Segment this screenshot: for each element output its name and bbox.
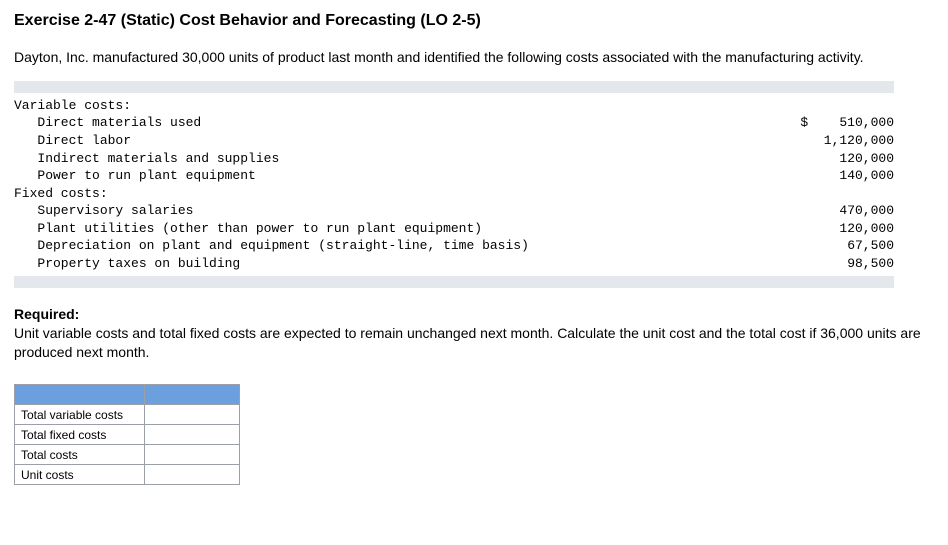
table-row: Unit costs <box>15 465 240 485</box>
answer-label: Total costs <box>15 445 145 465</box>
answer-input-cell[interactable] <box>145 465 240 485</box>
answer-label: Unit costs <box>15 465 145 485</box>
cost-value: 470,000 <box>754 202 894 220</box>
answer-header-row <box>15 385 240 405</box>
answer-corner-cell <box>15 385 145 405</box>
cost-value: 67,500 <box>754 237 894 255</box>
cost-label: Plant utilities (other than power to run… <box>14 220 482 238</box>
cost-row: Direct labor 1,120,000 <box>14 132 894 150</box>
variable-costs-header: Variable costs: <box>14 97 131 115</box>
cost-label: Direct materials used <box>14 114 201 132</box>
table-row: Total variable costs <box>15 405 240 425</box>
cost-value: 120,000 <box>754 220 894 238</box>
costs-listing: Variable costs: Direct materials used $ 5… <box>14 95 894 274</box>
cost-value: $ 510,000 <box>754 114 894 132</box>
cost-row: Depreciation on plant and equipment (str… <box>14 237 894 255</box>
cost-value: 140,000 <box>754 167 894 185</box>
answer-table: Total variable costsTotal fixed costsTot… <box>14 384 240 485</box>
cost-row: Property taxes on building 98,500 <box>14 255 894 273</box>
fixed-costs-header: Fixed costs: <box>14 185 108 203</box>
cost-value: 98,500 <box>754 255 894 273</box>
table-row: Total costs <box>15 445 240 465</box>
answer-label: Total fixed costs <box>15 425 145 445</box>
cost-label: Direct labor <box>14 132 131 150</box>
required-text: Unit variable costs and total fixed cost… <box>14 324 934 362</box>
costs-block: Variable costs: Direct materials used $ 5… <box>14 81 894 288</box>
cost-label: Power to run plant equipment <box>14 167 256 185</box>
bottom-bar <box>14 276 894 288</box>
cost-value: 1,120,000 <box>754 132 894 150</box>
answer-input-cell[interactable] <box>145 425 240 445</box>
cost-label: Property taxes on building <box>14 255 240 273</box>
cost-label: Depreciation on plant and equipment (str… <box>14 237 529 255</box>
cost-label: Supervisory salaries <box>14 202 193 220</box>
cost-value: 120,000 <box>754 150 894 168</box>
cost-row: Power to run plant equipment 140,000 <box>14 167 894 185</box>
top-bar <box>14 81 894 93</box>
cost-row: Plant utilities (other than power to run… <box>14 220 894 238</box>
cost-row: Indirect materials and supplies 120,000 <box>14 150 894 168</box>
answer-input-cell[interactable] <box>145 405 240 425</box>
answer-label: Total variable costs <box>15 405 145 425</box>
cost-label: Indirect materials and supplies <box>14 150 279 168</box>
table-row: Total fixed costs <box>15 425 240 445</box>
required-header: Required: <box>14 306 934 322</box>
answer-input-cell[interactable] <box>145 445 240 465</box>
cost-row: Supervisory salaries 470,000 <box>14 202 894 220</box>
exercise-title: Exercise 2-47 (Static) Cost Behavior and… <box>14 12 934 30</box>
cost-row: Direct materials used $ 510,000 <box>14 114 894 132</box>
answer-header-cell <box>145 385 240 405</box>
intro-text: Dayton, Inc. manufactured 30,000 units o… <box>14 48 934 67</box>
